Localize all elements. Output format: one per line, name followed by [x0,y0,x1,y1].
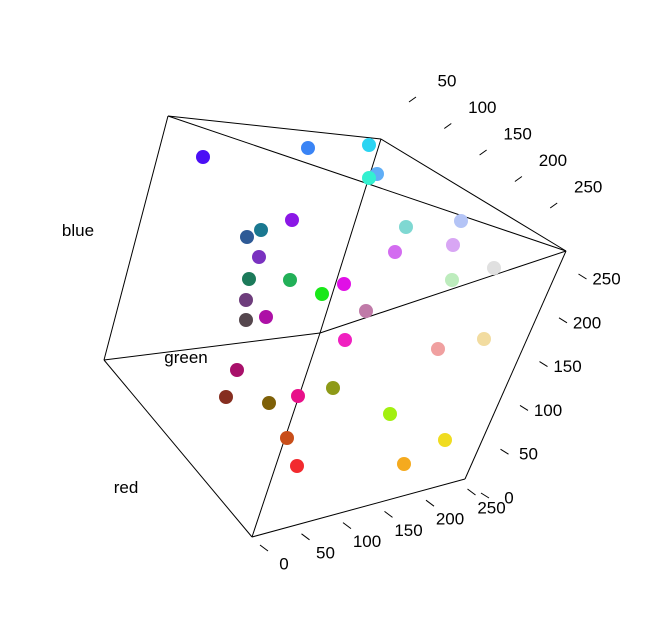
data-point [431,342,445,356]
data-point [259,310,273,324]
red-axis-tick-label: 100 [353,532,381,551]
data-point [337,277,351,291]
data-point [254,223,268,237]
blue-axis-tick-label: 250 [592,269,620,288]
data-points [196,138,501,473]
red-axis-tick [467,488,476,496]
data-point [388,245,402,259]
data-point [454,214,468,228]
cube-edge [319,138,382,334]
green-axis-tick [408,96,417,103]
data-point [283,273,297,287]
cube-edge [103,115,169,361]
data-point [285,213,299,227]
data-point [362,138,376,152]
axis-title-green: green [164,348,207,367]
data-point [315,287,329,301]
cube-edge [319,250,567,334]
blue-axis-tick-label: 50 [519,445,538,464]
data-point [196,150,210,164]
data-point [240,230,254,244]
data-point [487,261,501,275]
green-axis-tick [549,202,558,209]
data-point [291,389,305,403]
cube-edge [167,115,382,140]
blue-axis-tick-label: 100 [534,401,562,420]
data-point [239,293,253,307]
data-point [252,250,266,264]
blue-axis-tick-label: 150 [553,357,581,376]
green-axis-tick-label: 250 [574,177,602,196]
data-point [399,220,413,234]
cube-edge [103,359,253,538]
blue-axis-tick [500,448,509,455]
blue-axis-tick-label: 0 [504,488,513,507]
data-point [301,141,315,155]
axis-title-blue: blue [62,221,94,240]
blue-axis-tick [578,273,587,280]
data-point [230,363,244,377]
red-axis-tick-label: 150 [394,521,422,540]
data-point [219,390,233,404]
cube-edge [103,332,321,361]
red-axis-tick-label: 0 [279,554,288,573]
red-axis-tick-label: 250 [477,498,505,517]
red-axis-tick [425,499,435,507]
green-axis-tick-label: 100 [468,98,496,117]
green-axis-tick [444,123,452,129]
blue-axis-tick-label: 200 [573,313,601,332]
blue-axis-tick [519,404,529,411]
cube-edge [251,478,466,538]
axis-title-red: red [114,478,139,497]
data-point [362,171,376,185]
data-point [477,332,491,346]
data-point [262,396,276,410]
cube-edge [380,138,567,252]
red-axis-tick [384,510,393,518]
blue-axis-tick [558,317,568,324]
data-point [438,433,452,447]
data-point [280,431,294,445]
green-axis-tick-label: 150 [503,124,531,143]
data-point [359,304,373,318]
red-axis-tick [342,522,352,529]
blue-axis-tick [539,361,548,368]
red-axis-tick [259,544,269,552]
data-point [242,272,256,286]
data-point [239,313,253,327]
cube-edge [464,250,567,480]
data-point [446,238,460,252]
red-axis-tick-label: 50 [316,543,335,562]
data-point [326,381,340,395]
red-axis-tick-label: 200 [436,510,464,529]
data-point [383,407,397,421]
axis-ticks: 0501001502002505010015020025005010015020… [259,71,621,573]
red-axis-tick [301,533,310,541]
green-axis-tick [514,176,523,182]
cube-frame [103,115,567,538]
green-axis-tick-label: 200 [539,151,567,170]
data-point [338,333,352,347]
green-axis-tick-label: 50 [438,71,457,90]
green-axis-tick [479,149,487,156]
data-point [290,459,304,473]
blue-axis-tick [480,492,490,499]
data-point [445,273,459,287]
data-point [397,457,411,471]
